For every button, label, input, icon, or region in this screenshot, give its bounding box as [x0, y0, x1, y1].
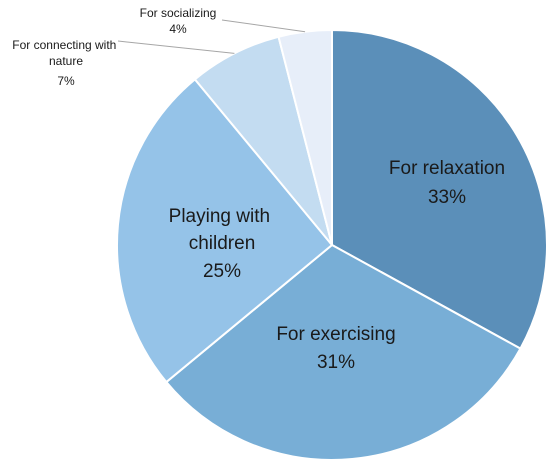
- pie-slice-socializing: [277, 28, 333, 246]
- slice-label-children: Playing with children: [169, 206, 276, 254]
- slice-value-exercising: 31%: [317, 352, 355, 373]
- slice-label-relaxation: For relaxation: [389, 158, 505, 179]
- leader-lines: [117, 19, 306, 54]
- slice-value-relaxation: 33%: [428, 187, 466, 208]
- leader-line-socializing: [221, 19, 306, 33]
- slice-label-exercising: For exercising: [276, 324, 395, 345]
- slice-value-socializing: 4%: [169, 22, 187, 36]
- pie-slice-children: [116, 77, 334, 384]
- slice-value-nature: 7%: [57, 74, 75, 88]
- slice-label-nature: For connecting with nature: [12, 38, 119, 68]
- slice-value-children: 25%: [203, 261, 241, 282]
- pie-slice-relaxation: [331, 28, 549, 350]
- pie-slice-exercising: [164, 243, 522, 461]
- leader-line-nature: [117, 40, 235, 54]
- slice-label-socializing: For socializing: [140, 6, 217, 20]
- pie-slices: [116, 28, 549, 461]
